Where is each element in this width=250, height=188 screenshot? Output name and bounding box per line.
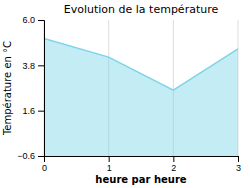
tick-label: −0.6 <box>17 151 35 161</box>
y-axis-title: Température en °C <box>2 41 13 136</box>
tick-label: 6.0 <box>22 15 35 25</box>
tick: 3.8 <box>22 61 44 71</box>
tick-label: 1 <box>107 163 112 173</box>
line <box>44 39 238 91</box>
tick-mark <box>173 156 174 162</box>
data <box>44 39 238 156</box>
plot: 0 1 2 3 −0.6 1.6 3.8 6.0 <box>17 15 241 173</box>
tick-label: 3 <box>236 163 241 173</box>
tick: −0.6 <box>17 151 44 161</box>
axis-line <box>45 157 239 163</box>
tick: 2 <box>171 156 176 173</box>
title: Evolution de la température <box>64 3 219 16</box>
tick-label: 1.6 <box>22 106 35 116</box>
tick-mark <box>238 156 239 162</box>
tick: 1 <box>107 156 112 173</box>
axis-line <box>38 21 45 157</box>
tick-mark <box>38 65 44 66</box>
tick: 3 <box>236 156 241 173</box>
tick-mark <box>38 111 44 112</box>
tick-mark <box>109 156 110 162</box>
x-axis: 0 1 2 3 <box>42 156 241 173</box>
tick: 0 <box>42 156 47 173</box>
tick-label: 3.8 <box>22 61 35 71</box>
area <box>44 39 238 156</box>
tick-label: 0 <box>42 163 47 173</box>
tick: 6.0 <box>22 15 44 25</box>
tick-mark <box>38 20 44 21</box>
tick: 1.6 <box>22 106 44 116</box>
chart: 0 1 2 3 −0.6 1.6 3.8 6.0 Evolution de la tempéra… <box>0 0 250 188</box>
y-axis: −0.6 1.6 3.8 6.0 <box>17 15 44 161</box>
tick-label: 2 <box>171 163 176 173</box>
x-axis-title: heure par heure <box>95 174 186 185</box>
tick-mark <box>38 156 44 157</box>
x-grid <box>44 20 238 156</box>
